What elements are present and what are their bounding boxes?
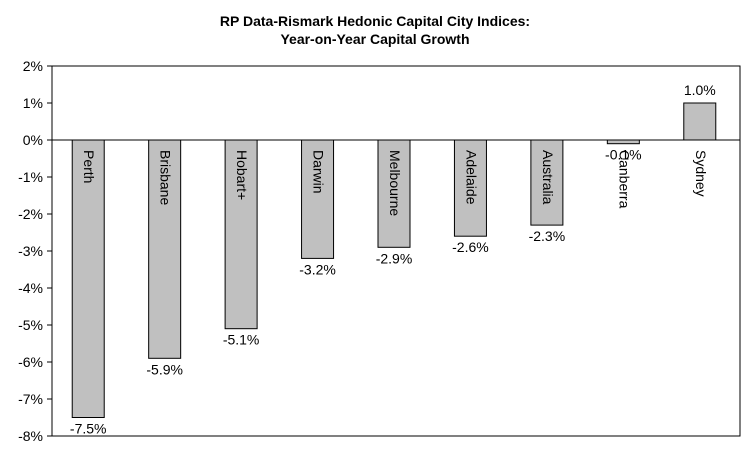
bar-perth [71, 139, 105, 418]
category-label: Australia [540, 150, 556, 205]
y-tick-label: -8% [18, 428, 43, 444]
data-label: -5.1% [223, 332, 260, 348]
chart-subtitle: Year-on-Year Capital Growth [280, 31, 470, 47]
data-label: -0.1% [605, 147, 642, 163]
y-tick-label: 2% [23, 58, 43, 74]
data-label: -2.6% [452, 239, 489, 255]
y-tick-label: -7% [18, 391, 43, 407]
bar-adelaide [453, 139, 487, 237]
data-label: 1.0% [684, 82, 716, 98]
category-label: Melbourne [387, 150, 403, 216]
bar-sydney [683, 102, 717, 141]
category-label: Canberra [616, 150, 632, 209]
y-tick-label: -4% [18, 280, 43, 296]
category-label: Adelaide [463, 150, 479, 205]
y-tick-label: -3% [18, 243, 43, 259]
category-label: Brisbane [158, 150, 174, 205]
data-label: -2.9% [376, 250, 413, 266]
y-tick-label: -1% [18, 169, 43, 185]
bar-brisbane [148, 139, 182, 359]
data-label: -7.5% [70, 421, 107, 437]
data-label: -5.9% [146, 361, 183, 377]
category-label: Sydney [693, 150, 709, 197]
bar-hobart [224, 139, 258, 330]
bar-australia [530, 139, 564, 226]
category-label: Perth [81, 150, 97, 183]
y-tick-label: 1% [23, 95, 43, 111]
y-tick-label: 0% [23, 132, 43, 148]
data-label: -2.3% [529, 228, 566, 244]
bar-melbourne [377, 139, 411, 248]
y-tick-label: -6% [18, 354, 43, 370]
bar-canberra [606, 139, 640, 145]
chart-title: RP Data-Rismark Hedonic Capital City Ind… [219, 13, 531, 29]
category-label: Hobart+ [234, 150, 250, 200]
bar-darwin [301, 139, 335, 259]
y-tick-label: -2% [18, 206, 43, 222]
data-label: -3.2% [299, 261, 336, 277]
category-label: Darwin [311, 150, 327, 194]
y-tick-label: -5% [18, 317, 43, 333]
